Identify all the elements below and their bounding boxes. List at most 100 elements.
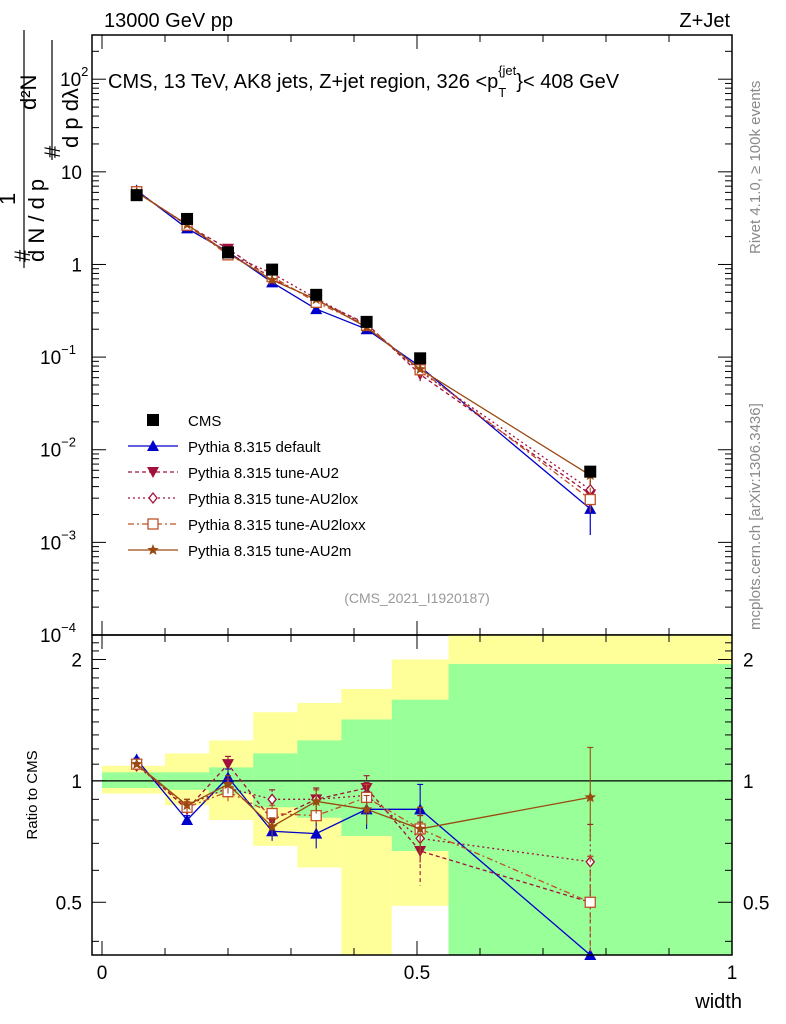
main-y-tick-label: 10: [61, 163, 82, 184]
ratio-series-marker: [181, 799, 193, 811]
main-series-marker: [584, 493, 596, 506]
ratio-series-marker: [130, 758, 143, 769]
main-series-line: [136, 191, 591, 476]
title-sub: T: [498, 85, 506, 100]
tick-base: 10: [40, 348, 61, 369]
ratio-series-line: [136, 763, 591, 830]
ratio-series-marker: [360, 803, 373, 815]
rivet-label: Rivet 4.1.0, ≥ 100k events: [747, 81, 764, 254]
tick-exponent: 2: [81, 64, 88, 79]
tick-exponent: −2: [61, 435, 76, 450]
tick-base: 10: [40, 626, 61, 647]
main-y-tick-label: 10−1: [40, 342, 76, 369]
tick-base: 10: [60, 70, 81, 91]
main-series-line: [136, 189, 591, 510]
cms-data-point: [310, 288, 323, 301]
ratio-series-marker: [267, 793, 277, 806]
cms-data-point: [181, 212, 194, 225]
cms-data-point: [414, 352, 427, 365]
ratio-series-line: [136, 759, 591, 956]
ratio-panel: 0.5 0.5 1 1 2 2 0 0.5 1 Ratio to CMS width: [24, 634, 769, 1013]
tick-exponent: −3: [61, 527, 76, 542]
legend-label: Pythia 8.315 tune-AU2loxx: [188, 517, 366, 534]
ratio-uncertainty-bands: [102, 635, 732, 955]
cms-data-point: [130, 189, 143, 202]
ratio-series-marker: [414, 822, 426, 834]
ratio-frame: [91, 634, 733, 956]
ylabel-bottom: d N / d p: [24, 179, 49, 262]
legend-marker: [147, 414, 159, 426]
cms-data-point: [584, 465, 597, 478]
ratio-y-tick-label-right: 1: [743, 772, 754, 793]
main-series-line: [136, 191, 591, 491]
cms-data-point: [222, 246, 234, 259]
legend: CMS Pythia 8.315 default Pythia 8.315 tune…: [128, 413, 366, 560]
ratio-green-band: [297, 740, 342, 818]
x-axis-label: width: [694, 991, 742, 1013]
legend-marker: [147, 440, 159, 451]
title-sup: {jet: [498, 63, 516, 78]
ratio-series-marker: [266, 820, 278, 832]
ylabel-den: d p dλ: [58, 88, 83, 148]
ratio-series-layer: [130, 746, 597, 960]
ratio-y-axis-label: Ratio to CMS: [24, 750, 41, 839]
mcplots-label: mcplots.cern.ch [arXiv:1306.3436]: [747, 403, 764, 630]
ylabel-one: 1: [0, 193, 20, 205]
ratio-y-tick-label: 2: [71, 650, 82, 671]
ratio-series-marker: [310, 827, 323, 839]
analysis-watermark: (CMS_2021_I1920187): [344, 590, 490, 606]
tick-base: 10: [40, 533, 61, 554]
legend-label: CMS: [188, 413, 221, 430]
tick-base: 10: [40, 441, 61, 462]
ratio-series-line: [136, 763, 591, 903]
legend-marker: [147, 467, 159, 478]
legend-label: Pythia 8.315 tune-AU2m: [188, 543, 351, 560]
main-y-axis-label: # 1 d N / d p # d²N d p dλ: [0, 30, 83, 268]
cms-data-points: [130, 189, 597, 478]
ratio-y-tick-label: 1: [71, 772, 82, 793]
legend-label: Pythia 8.315 tune-AU2: [188, 465, 339, 482]
ratio-series-marker: [181, 813, 194, 825]
cms-data-point: [266, 263, 279, 276]
tick-exponent: −4: [61, 620, 76, 635]
main-y-tick-label: 102: [60, 64, 88, 91]
ratio-y-tick-label: 0.5: [56, 893, 82, 914]
title-main: CMS, 13 TeV, AK8 jets, Z+jet region, 326…: [108, 71, 498, 93]
main-series-layer: [130, 184, 597, 536]
collision-label: 13000 GeV pp: [104, 10, 233, 32]
main-y-tick-label: 10−4: [40, 620, 76, 647]
legend-marker: [147, 544, 159, 555]
cms-data-point: [360, 315, 373, 328]
legend-marker: [147, 518, 159, 530]
main-y-tick-label: 10−2: [40, 435, 76, 462]
main-series-marker: [414, 363, 426, 375]
tick-exponent: −1: [61, 342, 76, 357]
ratio-series-marker: [266, 807, 278, 820]
main-y-tick-label: 10−3: [40, 527, 76, 554]
main-series-marker: [266, 274, 278, 285]
ylabel-top: d²N: [16, 75, 41, 110]
chart-title: CMS, 13 TeV, AK8 jets, Z+jet region, 326…: [108, 63, 620, 100]
main-y-tick-label: 1: [71, 255, 82, 276]
ratio-series-marker: [584, 791, 596, 803]
ylabel-hash: #: [10, 249, 35, 262]
ratio-ticks: 0.5 0.5 1 1 2 2 0 0.5 1: [56, 635, 769, 984]
x-tick-label: 0: [97, 963, 108, 984]
ratio-series-marker: [584, 896, 596, 908]
ratio-series-marker: [222, 778, 234, 790]
x-tick-label: 1: [727, 963, 738, 984]
legend-label: Pythia 8.315 tune-AU2lox: [188, 491, 359, 508]
legend-label: Pythia 8.315 default: [188, 439, 321, 456]
main-series-marker: [310, 303, 323, 315]
ratio-y-tick-label-right: 2: [743, 650, 754, 671]
ratio-series-marker: [222, 759, 234, 771]
main-ticks: [92, 34, 733, 636]
title-rest: }< 408 GeV: [516, 71, 620, 93]
ratio-series-marker: [310, 795, 322, 807]
ratio-y-tick-label-right: 0.5: [743, 893, 769, 914]
x-tick-label: 0.5: [404, 963, 430, 984]
legend-marker: [148, 491, 158, 505]
